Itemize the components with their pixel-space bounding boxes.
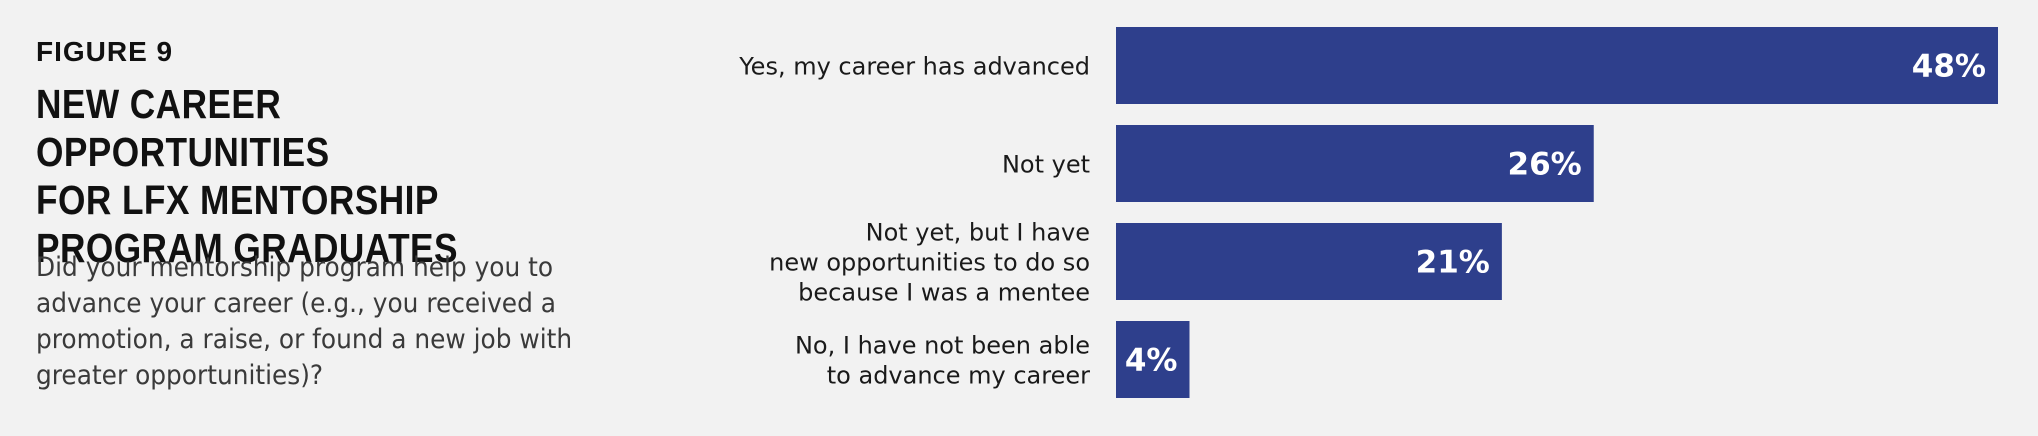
category-label: Not yet, but I have	[866, 219, 1090, 247]
category-label: because I was a mentee	[798, 279, 1090, 307]
bar	[1116, 223, 1502, 300]
bar	[1116, 27, 1998, 104]
bar-value-label: 26%	[1508, 147, 1582, 183]
category-label: No, I have not been able	[795, 332, 1090, 360]
category-label: new opportunities to do so	[769, 249, 1090, 277]
bar-value-label: 48%	[1912, 49, 1986, 85]
bars-group: 48% Yes, my career has advanced 26% Not yet…	[738, 27, 1998, 398]
category-label: Yes, my career has advanced	[738, 53, 1090, 81]
bar-value-label: 4%	[1125, 343, 1178, 379]
bar	[1116, 321, 1190, 398]
category-label: Not yet	[1002, 151, 1090, 179]
figure-title: NEW CAREER OPPORTUNITIES FOR LFX MENTORS…	[36, 81, 458, 271]
bar-value-label: 21%	[1416, 245, 1490, 281]
survey-question: Did your mentorship program help you to …	[36, 252, 573, 391]
bar	[1116, 125, 1594, 202]
figure-number: FIGURE 9	[36, 36, 174, 67]
category-label: to advance my career	[827, 362, 1090, 390]
